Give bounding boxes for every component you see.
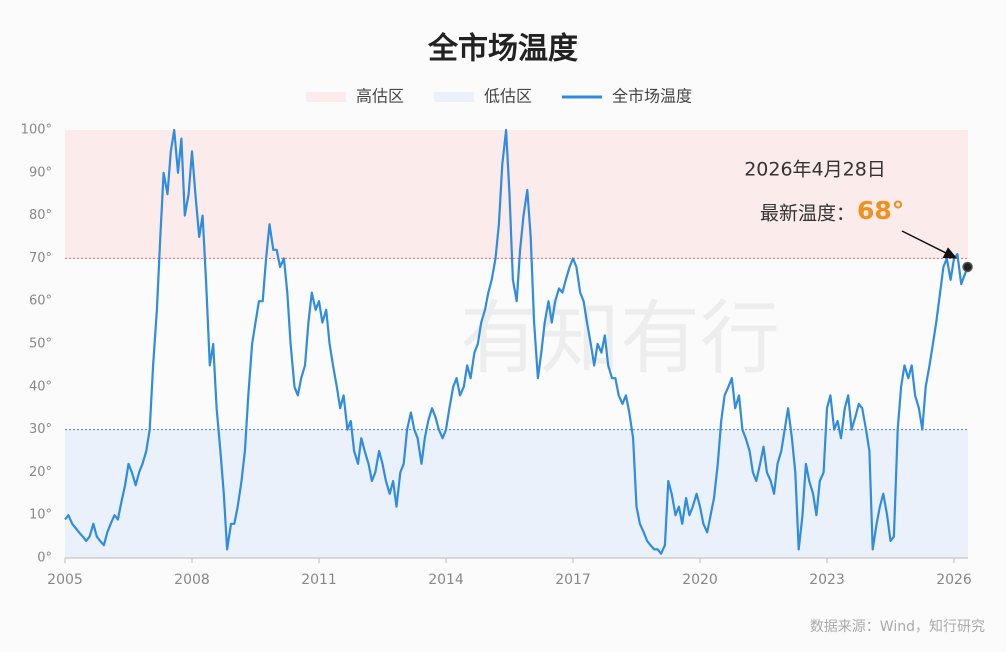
y-tick-label: 60° (29, 294, 52, 309)
annotation-value: 68° (857, 196, 904, 225)
y-tick-label: 10° (29, 508, 52, 523)
x-tick-label: 2005 (47, 572, 83, 588)
series-line (64, 128, 969, 555)
y-tick-label: 0° (37, 551, 52, 566)
legend-label: 高估区 (356, 87, 404, 106)
y-tick-label: 30° (29, 422, 52, 437)
latest-point (962, 261, 973, 273)
watermark: 有知有行 (460, 292, 780, 385)
x-tick-label: 2011 (301, 572, 337, 588)
y-tick-label: 80° (29, 208, 52, 223)
legend-label: 低估区 (484, 87, 532, 106)
annotation-date: 2026年4月28日 (744, 159, 886, 181)
y-tick-label: 20° (29, 465, 52, 480)
x-tick-label: 2008 (174, 572, 210, 588)
y-tick-label: 90° (29, 165, 52, 180)
band (65, 429, 968, 558)
legend-swatch (306, 92, 346, 102)
y-tick-label: 100° (21, 123, 52, 138)
x-tick-label: 2026 (936, 572, 972, 588)
y-tick-label: 70° (29, 251, 52, 266)
legend-label: 全市场温度 (612, 87, 692, 106)
x-tick-label: 2014 (428, 572, 464, 588)
band (65, 130, 968, 259)
x-tick-label: 2017 (555, 572, 591, 588)
legend-swatch (434, 92, 474, 102)
annotation-prefix: 最新温度： (760, 203, 855, 225)
source: 数据来源：Wind，知行研究 (810, 618, 985, 635)
chart-title: 全市场温度 (427, 32, 578, 67)
annotation-arrow (901, 230, 958, 259)
y-tick-label: 40° (29, 379, 52, 394)
x-tick-label: 2023 (809, 572, 845, 588)
x-tick-label: 2020 (682, 572, 718, 588)
y-tick-label: 50° (29, 337, 52, 352)
